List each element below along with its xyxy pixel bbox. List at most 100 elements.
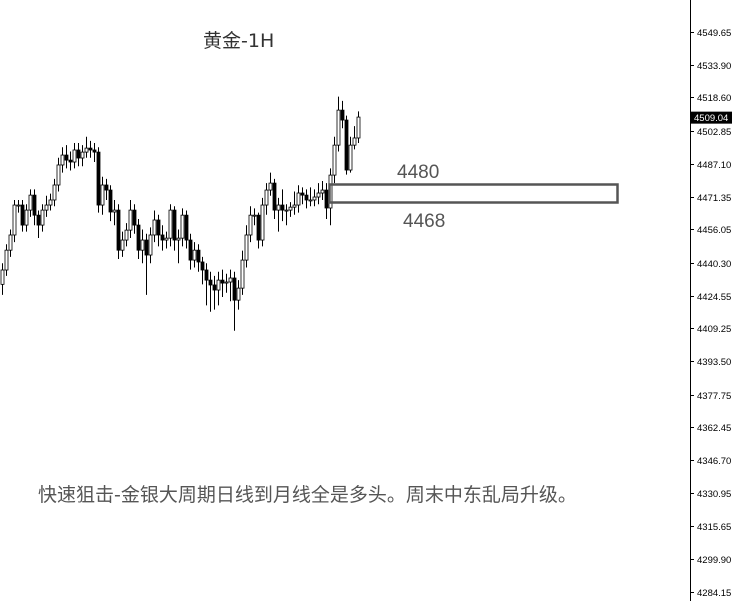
candle-bullish — [8, 234, 13, 251]
candle-bearish — [160, 234, 165, 241]
y-axis-tick-label: 4284.15 — [697, 588, 731, 599]
candle-bullish — [268, 182, 273, 191]
candle-bullish — [352, 137, 357, 146]
candle-bullish — [336, 109, 341, 146]
candle-bullish — [16, 204, 21, 207]
candle-bullish — [0, 269, 5, 285]
y-axis-tick-label: 4315.65 — [697, 522, 731, 533]
candle-bearish — [32, 194, 37, 216]
candle-bearish — [272, 182, 277, 211]
y-axis-tick-label: 4393.50 — [697, 357, 731, 368]
y-axis-tick-label: 4299.90 — [697, 555, 731, 566]
candle-bullish — [44, 204, 49, 211]
candle-bullish — [320, 189, 325, 194]
y-axis-tick-label: 4424.55 — [697, 292, 731, 303]
candle-bearish — [300, 192, 305, 196]
candle-bullish — [176, 237, 181, 241]
candle-bullish — [100, 184, 105, 206]
candle-bullish — [252, 214, 257, 217]
candle-bullish — [264, 189, 269, 206]
candle-bearish — [104, 184, 109, 191]
candle-bullish — [192, 249, 197, 261]
candle-bullish — [28, 194, 33, 211]
candle-bullish — [216, 279, 221, 291]
candle-bullish — [224, 281, 229, 284]
y-axis-tick-label: 4456.05 — [697, 225, 731, 236]
candle-bullish — [240, 259, 245, 289]
candle-bullish — [52, 184, 57, 201]
candle-bullish — [296, 192, 301, 206]
candle-bearish — [196, 249, 201, 263]
candle-bullish — [312, 196, 317, 201]
y-axis-tick-label: 4362.45 — [697, 423, 731, 434]
y-axis-tick-label: 4549.65 — [697, 28, 731, 39]
y-axis-tick-label: 4409.25 — [697, 324, 731, 335]
candle-bullish — [148, 234, 153, 256]
candle-bullish — [292, 204, 297, 208]
y-axis-tick-label: 4533.90 — [697, 61, 731, 72]
candle-bearish — [172, 209, 177, 241]
candle-bearish — [136, 224, 141, 251]
candle-bullish — [56, 164, 61, 186]
candle-bearish — [132, 209, 137, 226]
candle-bearish — [116, 209, 121, 251]
candle-bearish — [92, 149, 97, 153]
candle-bullish — [260, 204, 265, 241]
candle-bullish — [48, 199, 53, 206]
candle-bearish — [212, 284, 217, 291]
candle-bearish — [344, 119, 349, 171]
candle-bullish — [128, 209, 133, 231]
chart-caption: 快速狙击-金银大周期日线到月线全是多头。周末中东乱局升级。 — [38, 484, 577, 506]
candle-bearish — [208, 279, 213, 286]
y-axis-tick-label: 4377.75 — [697, 391, 731, 402]
y-axis-tick-label: 4330.95 — [697, 489, 731, 500]
candle-bullish — [140, 239, 145, 251]
y-axis-tick-label: 4346.70 — [697, 456, 731, 467]
candle-bearish — [36, 214, 41, 226]
last-price-label: 4509.04 — [694, 113, 728, 124]
candle-bullish — [168, 209, 173, 239]
candle-bullish — [120, 239, 125, 251]
candle-bullish — [60, 154, 65, 166]
candle-bullish — [276, 204, 281, 211]
candle-bearish — [256, 214, 261, 241]
candle-bearish — [20, 204, 25, 226]
y-axis-tick-label: 4471.35 — [697, 193, 731, 204]
candle-bullish — [236, 287, 241, 301]
candle-bearish — [220, 279, 225, 284]
candle-bullish — [72, 149, 77, 163]
candle-bearish — [232, 277, 237, 301]
candle-bullish — [4, 249, 9, 271]
candle-bearish — [68, 159, 73, 163]
candle-bullish — [164, 237, 169, 241]
candle-bullish — [332, 144, 337, 176]
candle-bearish — [304, 194, 309, 201]
candle-bullish — [228, 277, 233, 283]
candle-bearish — [204, 269, 209, 281]
candle-bullish — [12, 204, 17, 236]
candle-bearish — [108, 189, 113, 213]
candle-bearish — [280, 204, 285, 211]
candle-bearish — [64, 154, 69, 161]
candle-bullish — [124, 229, 129, 241]
candle-bullish — [180, 214, 185, 239]
candle-bullish — [80, 151, 85, 159]
candle-bullish — [284, 209, 289, 212]
candle-bearish — [76, 149, 81, 159]
candle-bearish — [188, 239, 193, 261]
chart-title: 黄金-1H — [203, 30, 275, 52]
candle-bullish — [308, 199, 313, 202]
candle-bullish — [24, 209, 29, 226]
candle-bullish — [40, 209, 45, 226]
candle-bearish — [340, 109, 345, 121]
y-axis-tick-label: 4502.85 — [697, 127, 731, 138]
y-axis-tick-label: 4440.30 — [697, 259, 731, 270]
price-zone-rectangle — [328, 183, 619, 204]
candle-bullish — [316, 192, 321, 198]
candle-bullish — [84, 147, 89, 153]
candle-bullish — [348, 144, 353, 171]
candle-bearish — [200, 261, 205, 271]
candle-bearish — [88, 147, 93, 151]
candle-bearish — [144, 239, 149, 256]
